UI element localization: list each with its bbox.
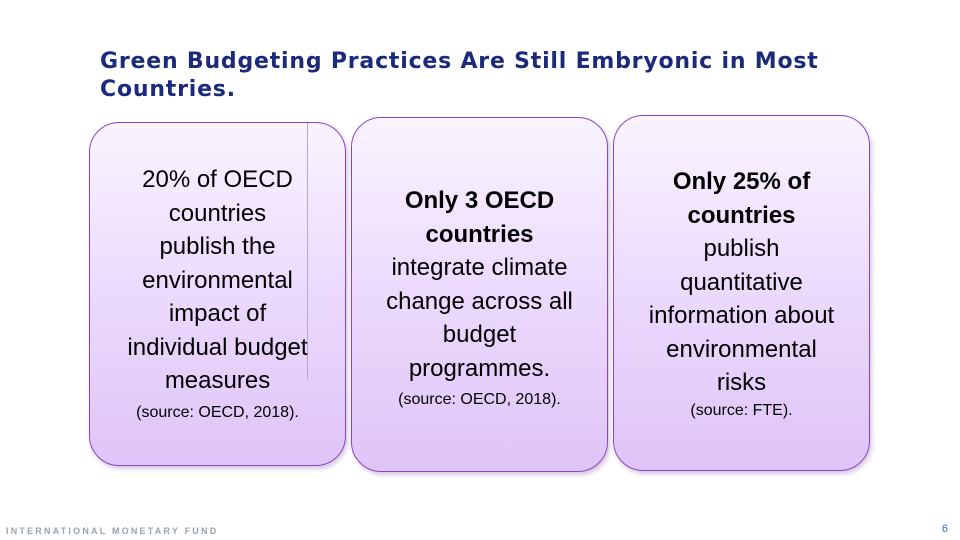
card-line: environmental bbox=[142, 266, 293, 294]
card-divider-line bbox=[307, 123, 308, 380]
card-text: 20% of OECD countries publish the enviro… bbox=[104, 163, 331, 398]
card-source: (source: OECD, 2018). bbox=[136, 404, 299, 421]
card-text: Only 3 OECD countries integrate climate … bbox=[366, 184, 593, 385]
card-line: publish the bbox=[159, 233, 276, 260]
stat-card-only-3-oecd: Only 3 OECD countries integrate climate … bbox=[351, 117, 608, 472]
card-line: countries bbox=[687, 201, 796, 229]
card-line: Only 3 OECD bbox=[404, 187, 555, 214]
card-line: individual budget bbox=[127, 333, 308, 361]
card-line: countries bbox=[425, 220, 534, 248]
card-line: impact of bbox=[168, 300, 267, 327]
card-line: countries bbox=[168, 199, 267, 227]
card-text: Only 25% of countries publish quantitati… bbox=[628, 165, 855, 400]
card-source: (source: FTE). bbox=[690, 402, 793, 419]
slide-title: Green Budgeting Practices Are Still Embr… bbox=[100, 49, 819, 102]
card-line: information about bbox=[648, 302, 835, 329]
page-number: 6 bbox=[941, 523, 948, 535]
card-line: environmental bbox=[666, 335, 817, 363]
card-line: risks bbox=[716, 369, 767, 396]
stat-card-only-25-percent: Only 25% of countries publish quantitati… bbox=[613, 115, 870, 471]
card-line: measures bbox=[164, 367, 271, 394]
stat-card-oecd-20-percent: 20% of OECD countries publish the enviro… bbox=[89, 122, 346, 466]
card-line: programmes. bbox=[408, 354, 551, 382]
card-line: quantitative bbox=[680, 268, 803, 296]
footer-brand: INTERNATIONAL MONETARY FUND bbox=[6, 526, 219, 536]
card-line: Only 25% of bbox=[672, 168, 811, 195]
card-line: change across all bbox=[386, 287, 573, 315]
card-line: integrate climate bbox=[391, 254, 568, 281]
card-line: 20% of OECD bbox=[142, 166, 293, 193]
card-line: budget bbox=[442, 321, 517, 348]
card-source: (source: OECD, 2018). bbox=[398, 391, 561, 408]
card-line: publish bbox=[703, 235, 780, 262]
